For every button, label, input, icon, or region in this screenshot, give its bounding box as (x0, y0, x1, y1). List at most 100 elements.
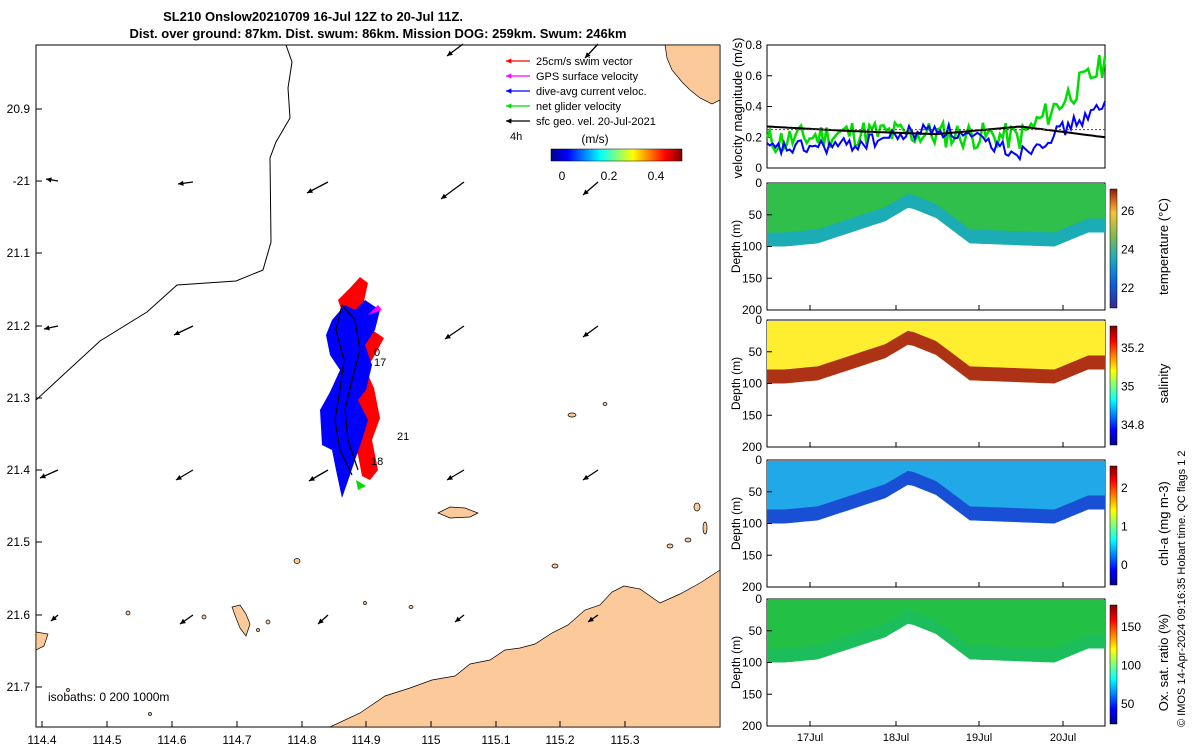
lat-tick-label: -21 (13, 174, 31, 188)
lon-tick-label: 114.6 (157, 733, 186, 747)
section-colorbar (1109, 465, 1118, 586)
depth-tick-label: 100 (742, 656, 762, 670)
geo-vector-head (46, 177, 52, 183)
depth-tick-label: 100 (742, 517, 762, 531)
legend-arrow-head (506, 118, 512, 124)
velocity-tick-label: 0.6 (745, 69, 762, 83)
geo-vector-head (318, 618, 324, 624)
section-panel-3: 0 50 100 150 200 Depth (m) 2 1 0 chl-a (mg m-3) (729, 453, 1171, 594)
map-panel: 114.4 114.5 114.6 114.7 114.8 114.9 115 115.1 11… (7, 43, 721, 747)
colorbar-tick-02: 0.2 (601, 169, 618, 183)
depth-ylabel: Depth (m) (729, 636, 743, 689)
legend-label: net glider velocity (536, 101, 621, 113)
section-deep-band (767, 609, 1105, 663)
colorbar-tick-label: 1 (1121, 520, 1128, 534)
lat-tick-label: 21.1 (7, 246, 31, 260)
depth-ylabel: Depth (m) (729, 497, 743, 550)
track-line (334, 303, 361, 476)
section-colorbar (1109, 604, 1118, 725)
colorbar-label: Ox. sat. ratio (%) (1156, 614, 1171, 712)
legend-arrow-head (506, 103, 512, 109)
velocity-panel: 0 0.2 0.4 0.6 0.8 velocity magnitude (m/s) (730, 38, 1107, 179)
legend-arrow-head (506, 58, 512, 64)
lon-tick-label: 114.4 (27, 733, 56, 747)
island-large (437, 506, 479, 519)
colorbar-tick-label: 24 (1121, 243, 1135, 257)
lon-tick-label: 114.9 (351, 733, 380, 747)
section-colorbar (1109, 325, 1118, 446)
section-panel-1: 0 50 100 150 200 Depth (m) 26 24 22 temperature (… (729, 176, 1171, 317)
lon-tick-label: 115.1 (481, 733, 510, 747)
velocity-tick-label: 0.4 (745, 100, 762, 114)
surface-geostrophic-vectors (39, 43, 599, 625)
colorbar-tick-04: 0.4 (648, 169, 665, 183)
velocity-yticks: 0 0.2 0.4 0.6 0.8 (745, 38, 772, 175)
depth-tick-label: 0 (755, 313, 762, 327)
legend-arrow-head (506, 73, 512, 79)
depth-tick-label: 200 (742, 719, 762, 733)
legend-label: sfc geo. vel. 20-Jul-2021 (536, 116, 656, 128)
island-west-edge (36, 631, 49, 651)
depth-tick-label: 50 (749, 624, 763, 638)
geo-vector-head (447, 50, 453, 56)
colorbar-tick-label: 0 (1121, 558, 1128, 572)
depth-tick-label: 200 (742, 440, 762, 454)
velocity-tick-label: 0.2 (745, 130, 762, 144)
lon-tick-label: 115.3 (610, 733, 639, 747)
colorbar-tick-label: 35.2 (1121, 341, 1145, 355)
depth-tick-label: 50 (749, 345, 763, 359)
day-label-17: 17 (374, 357, 386, 369)
depth-tick-label: 100 (742, 240, 762, 254)
map-lat-ticks: 20.9 -21 21.1 21.2 21.3 21.4 21.5 21.6 21.7 (7, 102, 42, 694)
velocity-tick-label: 0 (755, 161, 762, 175)
map-lon-ticks: 114.4 114.5 114.6 114.7 114.8 114.9 115 115.1 11… (27, 721, 640, 747)
depth-ylabel: Depth (m) (729, 357, 743, 410)
time-tick-17jul: 17Jul (797, 732, 823, 744)
day-label-21: 21 (397, 431, 409, 443)
geo-vector-head (583, 189, 589, 195)
depth-ylabel: Depth (m) (729, 220, 743, 273)
depth-tick-label: 0 (755, 453, 762, 467)
time-tick-20jul: 20Jul (1050, 732, 1076, 744)
colorbar-unit: (m/s) (581, 132, 608, 146)
colorbar-label: chl-a (mg m-3) (1156, 481, 1171, 566)
lat-tick-label: 20.9 (7, 102, 31, 116)
section-colorbar (1109, 188, 1118, 309)
colorbar-tick-label: 100 (1121, 659, 1141, 673)
velocity-series-line (765, 54, 1107, 155)
geo-vector-head (445, 333, 451, 339)
net-glider-velocity (356, 480, 366, 490)
depth-tick-label: 200 (742, 303, 762, 317)
geo-vector-head (588, 616, 594, 622)
depth-tick-label: 100 (742, 377, 762, 391)
geo-vector-head (44, 325, 50, 331)
map-legend: 25cm/s swim vector GPS surface velocity di… (506, 56, 656, 128)
velocity-ylabel: velocity magnitude (m/s) (730, 38, 745, 179)
colorbar-tick-0: 0 (559, 169, 566, 183)
depth-tick-label: 150 (742, 687, 762, 701)
legend-label: dive-avg current veloc. (536, 86, 647, 98)
lat-tick-label: 21.4 (7, 463, 31, 477)
time-axis: 17Jul 18Jul 19Jul 20Jul (797, 732, 1076, 744)
glider-track: 0 17 21 18 (320, 277, 409, 498)
depth-tick-label: 150 (742, 408, 762, 422)
lon-tick-label: 114.8 (287, 733, 316, 747)
velocity-series (765, 54, 1107, 162)
colorbar-tick-label: 26 (1121, 204, 1135, 218)
geo-vector-head (174, 330, 180, 336)
geo-vector-head (309, 476, 315, 481)
legend-arrow-head (506, 88, 512, 94)
geo-vector-head (447, 475, 453, 480)
geo-vector-head (585, 52, 591, 58)
section-deep-band (767, 330, 1105, 384)
lon-tick-label: 115 (421, 733, 440, 747)
geo-vector-head (51, 615, 57, 621)
geo-vector-head (583, 331, 589, 337)
title-line-2: Dist. over ground: 87km. Dist. swum: 86k… (129, 26, 626, 41)
legend-label: 25cm/s swim vector (536, 56, 633, 68)
colorbar-tick-label: 2 (1121, 481, 1128, 495)
geo-vector-head (178, 180, 184, 186)
lon-tick-label: 115.2 (545, 733, 574, 747)
